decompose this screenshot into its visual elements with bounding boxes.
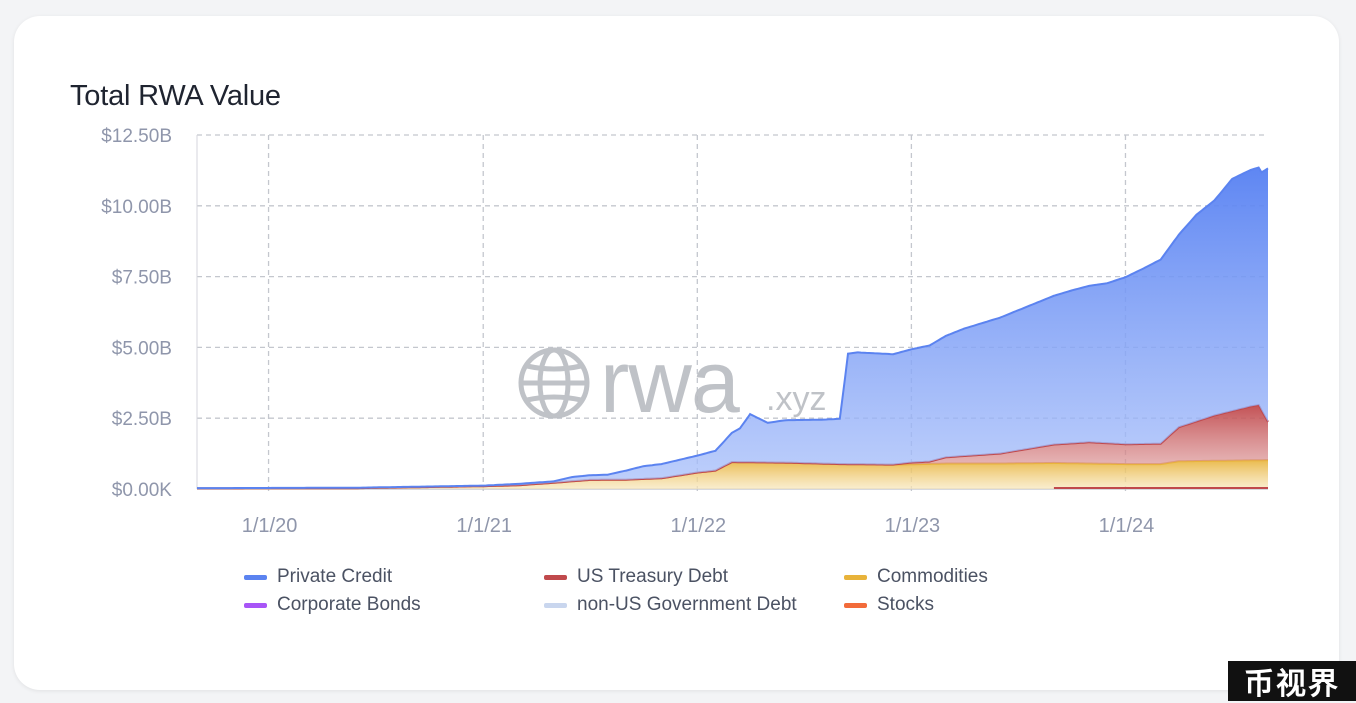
- legend-label: Private Credit: [277, 566, 393, 587]
- x-tick-label: 1/1/23: [885, 515, 941, 537]
- legend-label: Corporate Bonds: [277, 594, 421, 615]
- y-tick-label: $5.00B: [112, 338, 172, 359]
- legend-swatch: [244, 574, 267, 580]
- y-tick-label: $10.00B: [101, 197, 172, 218]
- legend-swatch: [844, 574, 867, 580]
- brand-badge: 币视界: [1228, 661, 1356, 702]
- legend-item-private-credit[interactable]: Private Credit: [244, 565, 392, 589]
- area-commodities: [197, 460, 1268, 489]
- watermark-suffix: .xyz: [766, 380, 826, 418]
- legend-item-commodities[interactable]: Commodities: [844, 565, 988, 589]
- chart-title: Total RWA Value: [70, 80, 281, 112]
- x-tick-label: 1/1/24: [1099, 515, 1155, 537]
- x-axis: 1/1/20 1/1/21 1/1/22 1/1/23 1/1/24: [242, 515, 1155, 537]
- y-tick-label: $12.50B: [101, 126, 172, 147]
- legend-item-corporate-bonds[interactable]: Corporate Bonds: [244, 593, 421, 617]
- chart-legend: Private Credit US Treasury Debt Commoditie…: [244, 565, 1064, 625]
- watermark: rwa .xyz: [518, 332, 826, 431]
- legend-label: US Treasury Debt: [577, 566, 728, 587]
- legend-item-us-treasury-debt[interactable]: US Treasury Debt: [544, 565, 728, 589]
- legend-swatch: [844, 602, 867, 608]
- line-private-credit: [196, 166, 1269, 490]
- y-tick-label: $2.50B: [112, 409, 172, 430]
- x-tick-label: 1/1/21: [456, 515, 512, 537]
- legend-item-non-us-government-debt[interactable]: non-US Government Debt: [544, 593, 797, 617]
- series-areas: [196, 166, 1269, 490]
- area-us-treasury-debt: [197, 405, 1268, 489]
- y-tick-label: $0.00K: [112, 480, 173, 501]
- x-tick-label: 1/1/20: [242, 515, 298, 537]
- legend-label: Commodities: [877, 566, 988, 587]
- legend-label: Stocks: [877, 594, 935, 615]
- legend-swatch: [244, 602, 267, 608]
- area-private-credit: [197, 167, 1268, 489]
- legend-swatch: [544, 602, 567, 608]
- y-tick-label: $7.50B: [112, 268, 172, 289]
- y-axis: $0.00K $2.50B $5.00B $7.50B $10.00B $12.50B: [101, 126, 172, 501]
- x-tick-label: 1/1/22: [671, 515, 727, 537]
- legend-label: non-US Government Debt: [577, 594, 797, 615]
- legend-item-stocks[interactable]: Stocks: [844, 593, 934, 617]
- globe-icon: [518, 347, 590, 419]
- legend-swatch: [544, 574, 567, 580]
- watermark-text: rwa: [600, 332, 740, 431]
